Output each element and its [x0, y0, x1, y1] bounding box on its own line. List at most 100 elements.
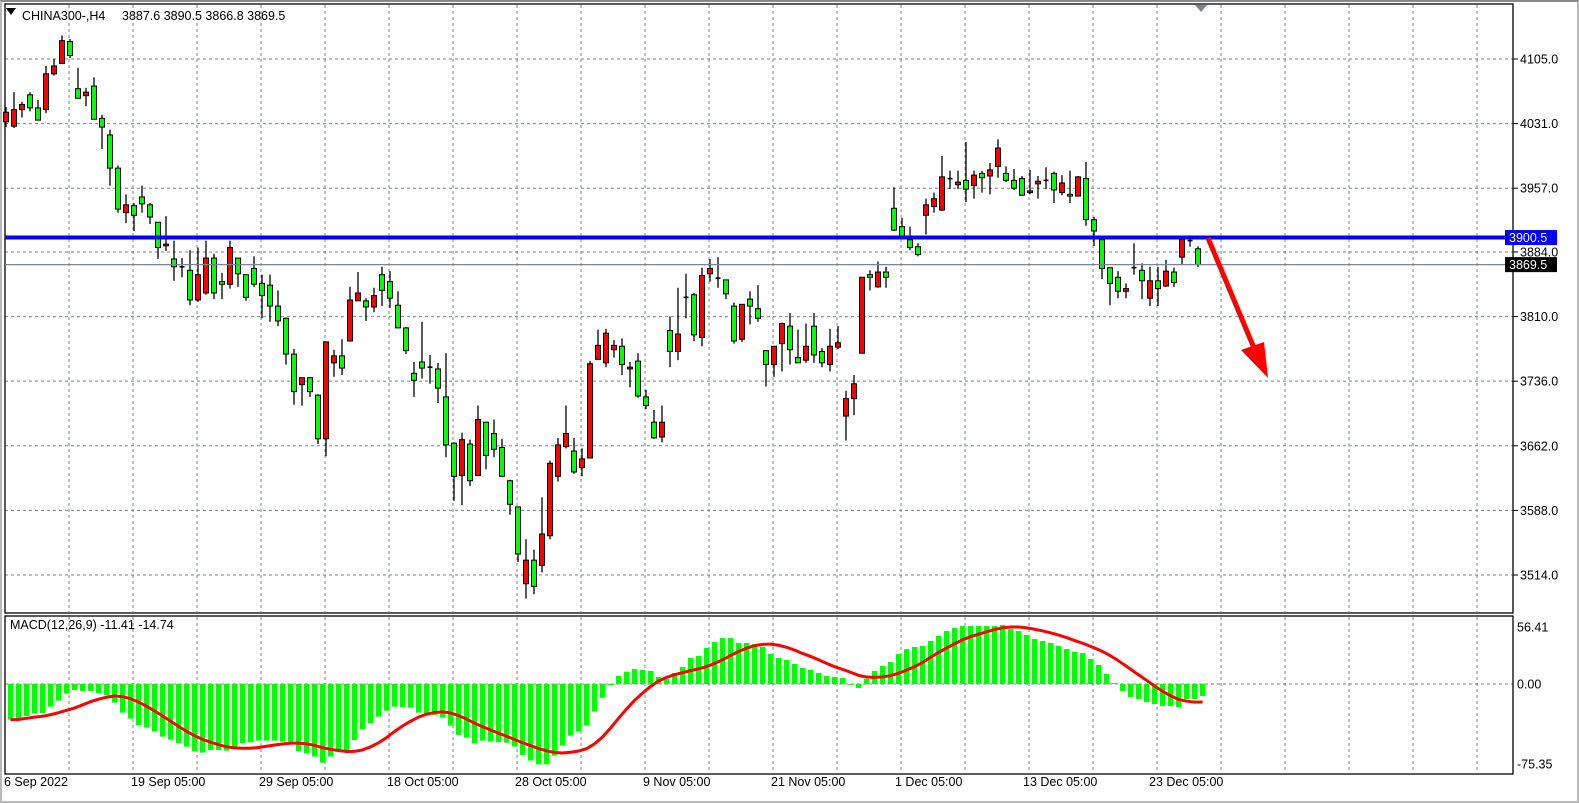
macd-pane-border: [4, 615, 1514, 775]
macd-bar: [40, 684, 45, 713]
macd-bar: [1016, 631, 1021, 684]
macd-bar: [592, 684, 597, 712]
candle: [643, 389, 649, 410]
macd-axis: 56.41 0.00 -75.35: [1517, 621, 1552, 772]
macd-bar: [8, 684, 13, 720]
macd-bar: [552, 684, 557, 756]
candle-body-bear: [267, 284, 273, 307]
candle: [347, 286, 353, 342]
macd-axis-label: 56.41: [1517, 621, 1548, 635]
candle: [579, 448, 585, 477]
candle: [947, 170, 953, 190]
symbol-label: CHINA300-,H4: [22, 9, 105, 23]
macd-bar: [96, 684, 101, 694]
candle-body-bear: [531, 559, 537, 587]
macd-bar: [880, 666, 885, 684]
macd-bar: [968, 626, 973, 684]
candle: [955, 170, 961, 190]
candle-body-bear: [787, 325, 793, 351]
candle-body-bull: [227, 247, 233, 285]
macd-bar: [56, 684, 61, 701]
candle: [715, 257, 721, 288]
macd-bar: [392, 684, 397, 707]
candle: [1131, 243, 1137, 275]
candle: [283, 317, 289, 365]
candle: [507, 479, 513, 515]
macd-bar: [1144, 684, 1149, 702]
candle: [667, 316, 673, 368]
candle-body-bull: [11, 109, 17, 127]
candle: [451, 442, 457, 501]
candle-body-bear: [403, 327, 409, 352]
macd-bar: [944, 631, 949, 684]
candle: [891, 187, 897, 232]
candle-body-bull: [931, 198, 937, 208]
red-arrow-down[interactable]: [1205, 237, 1268, 378]
candle: [595, 329, 601, 360]
macd-bar: [456, 684, 461, 735]
macd-bar: [1136, 684, 1141, 699]
candle: [851, 375, 857, 416]
macd-bar: [672, 673, 677, 684]
candle: [803, 323, 809, 363]
macd-bar: [1080, 653, 1085, 684]
macd-bar: [744, 642, 749, 684]
candle-body-bear: [1099, 239, 1105, 270]
macd-bar: [512, 684, 517, 747]
macd-bar: [856, 684, 861, 688]
candle: [619, 338, 625, 376]
dropdown-triangle-icon[interactable]: [6, 8, 16, 15]
candle-body-bull: [59, 40, 65, 64]
candle: [267, 274, 273, 322]
price-label: 3810.0: [1520, 310, 1558, 324]
candle: [1123, 283, 1129, 299]
candle: [187, 250, 193, 306]
candle: [499, 438, 505, 478]
candle: [883, 266, 889, 288]
macd-axis-label: -75.35: [1517, 758, 1552, 772]
candle-body-bear: [419, 361, 425, 369]
candle: [163, 216, 169, 252]
candle-body-bull: [595, 344, 601, 360]
candle: [899, 217, 905, 237]
price-label: 4105.0: [1520, 53, 1558, 67]
grid: [5, 5, 1513, 773]
macd-bar: [984, 626, 989, 684]
macd-bar: [240, 684, 245, 744]
macd-bar: [1032, 639, 1037, 684]
candle: [747, 291, 753, 325]
time-label: 28 Oct 05:00: [515, 775, 587, 789]
candle-body-bull: [331, 355, 337, 364]
candle-body-bear: [1083, 178, 1089, 221]
candle-body-bull: [843, 398, 849, 417]
candle-body-bull: [563, 433, 569, 448]
candle-body-bull: [475, 419, 481, 476]
candle: [1003, 166, 1009, 183]
macd-bar: [936, 635, 941, 684]
candle: [1051, 171, 1057, 204]
macd-bar: [992, 626, 997, 684]
macd-bar: [536, 684, 541, 765]
macd-bar: [824, 676, 829, 684]
candle: [195, 247, 201, 302]
candle-body-bear: [291, 353, 297, 393]
candle-body-bear: [91, 85, 97, 120]
candle: [459, 432, 465, 506]
candle-body-bear: [619, 345, 625, 366]
candle: [659, 405, 665, 443]
candle-body-bull: [835, 342, 841, 348]
chart-shift-marker-icon[interactable]: [1195, 5, 1207, 12]
candle: [627, 361, 633, 388]
candle: [1171, 267, 1177, 287]
candle-body-bull: [923, 204, 929, 216]
macd-bar: [1176, 684, 1181, 708]
candle: [27, 92, 33, 112]
macd-bar: [136, 684, 141, 726]
macd-bar: [800, 667, 805, 684]
macd-bar: [616, 676, 621, 684]
macd-bar: [808, 669, 813, 684]
price-label: 3884.0: [1520, 245, 1558, 259]
candle: [1107, 267, 1113, 306]
macd-bar: [256, 684, 261, 741]
